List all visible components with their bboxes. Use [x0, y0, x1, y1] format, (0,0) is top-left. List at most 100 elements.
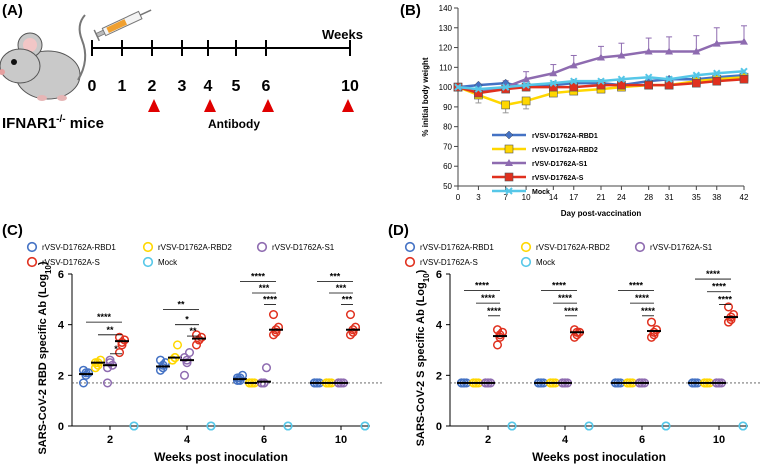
y-tick-label: 50	[443, 182, 452, 191]
data-point	[712, 39, 721, 47]
x-axis-title: Weeks post inoculation	[532, 450, 666, 464]
significance-label: ****	[487, 306, 502, 316]
legend-label: rVSV-D1762A-RBD2	[536, 243, 610, 252]
y-tick-label: 120	[439, 44, 453, 53]
significance-label: ***	[330, 272, 341, 282]
y-tick-label: 6	[436, 269, 442, 281]
x-tick-label: 14	[549, 193, 558, 202]
data-point	[522, 75, 531, 83]
antibody-arrow-icon	[262, 99, 274, 112]
data-point	[360, 421, 370, 431]
data-point	[738, 421, 748, 431]
legend-label: rVSV-D1762A-S1	[650, 243, 713, 252]
data-point	[105, 355, 115, 365]
legend-marker	[634, 241, 646, 253]
x-tick-label: 21	[597, 193, 606, 202]
significance-label: ****	[558, 293, 573, 303]
s-antibody-chart: rVSV-D1762A-RBD1 rVSV-D1762A-RBD2 rVSV-D17…	[404, 241, 760, 464]
timeline-tick-label: 2	[148, 78, 157, 95]
x-tick-label: 10	[335, 434, 347, 446]
data-point	[712, 76, 722, 86]
data-point	[726, 315, 736, 325]
data-point	[644, 47, 653, 55]
legend-label: rVSV-D1762A-S1	[272, 243, 335, 252]
body-weight-chart: 50 60 70 80 90 100 110 120 130 140 0 3 7 10 14 17 21 24 28…	[421, 4, 749, 218]
data-point	[492, 325, 503, 335]
significance-label: *	[114, 344, 118, 354]
data-point	[597, 53, 605, 61]
data-point	[350, 322, 361, 332]
y-tick-label: 0	[436, 421, 442, 433]
significance-label: ****	[641, 306, 656, 316]
data-point	[268, 309, 279, 320]
data-point	[184, 347, 195, 358]
data-point	[617, 80, 626, 90]
data-point	[271, 327, 281, 337]
data-point	[90, 363, 101, 373]
data-point-stroke	[597, 77, 605, 85]
x-tick-label: 4	[562, 434, 569, 446]
data-point-stroke	[665, 75, 673, 83]
data-point	[102, 378, 113, 388]
data-point	[501, 100, 510, 110]
data-point	[521, 96, 531, 106]
legend-label: rVSV-D1762A-RBD1	[532, 133, 598, 140]
data-point	[179, 353, 190, 363]
y-tick-label: 4	[58, 320, 65, 332]
data-point	[261, 363, 272, 373]
data-point	[569, 325, 580, 335]
x-tick-label: 3	[476, 193, 481, 202]
data-point	[232, 373, 243, 383]
legend-marker	[504, 144, 514, 154]
data-point	[93, 360, 103, 370]
significance-label: ****	[706, 269, 721, 279]
x-tick-label: 6	[261, 434, 267, 446]
data-point	[617, 51, 626, 59]
legend-label: Mock	[532, 189, 550, 196]
significance-label: ****	[718, 294, 733, 304]
data-point	[646, 317, 657, 327]
data-point	[569, 61, 578, 69]
significance-label: **	[106, 325, 114, 335]
data-point	[158, 360, 168, 370]
data-point	[739, 74, 749, 84]
data-point	[81, 370, 91, 380]
significance-label: ***	[336, 283, 347, 293]
timeline-tick-label: 10	[341, 78, 359, 95]
y-tick-label: 60	[443, 162, 452, 171]
significance-label: ***	[342, 294, 353, 304]
legend-marker	[404, 256, 416, 268]
data-point	[664, 80, 674, 90]
data-point-stroke	[501, 83, 510, 91]
panel-c-label: (C)	[2, 222, 23, 239]
x-tick-label: 2	[485, 434, 491, 446]
legend-marker	[504, 130, 514, 140]
data-point	[492, 340, 503, 350]
data-point	[572, 330, 582, 340]
x-axis-title: Weeks post inoculation	[154, 450, 288, 464]
data-point	[644, 80, 653, 90]
x-tick-label: 31	[665, 193, 674, 202]
y-tick-label: 90	[443, 103, 452, 112]
legend-label: rVSV-D1762A-S	[42, 258, 100, 267]
data-point	[507, 421, 517, 431]
y-tick-label: 80	[443, 123, 452, 132]
x-tick-label: 17	[569, 193, 578, 202]
data-point	[235, 375, 245, 385]
y-tick-label: 110	[439, 63, 452, 72]
data-point	[95, 355, 106, 365]
legend-marker-stroke	[505, 187, 513, 195]
data-point	[283, 421, 293, 431]
legend-marker	[26, 256, 38, 268]
data-point	[723, 317, 734, 327]
significance-label: *	[185, 315, 189, 325]
data-point	[723, 302, 734, 312]
significance-label: ****	[712, 282, 727, 292]
data-point	[646, 332, 657, 342]
data-point	[273, 322, 284, 332]
data-point	[728, 309, 739, 320]
panel-d-label: (D)	[388, 222, 409, 239]
x-tick-label: 35	[692, 193, 701, 202]
significance-label: ****	[263, 294, 278, 304]
data-point	[105, 358, 115, 368]
